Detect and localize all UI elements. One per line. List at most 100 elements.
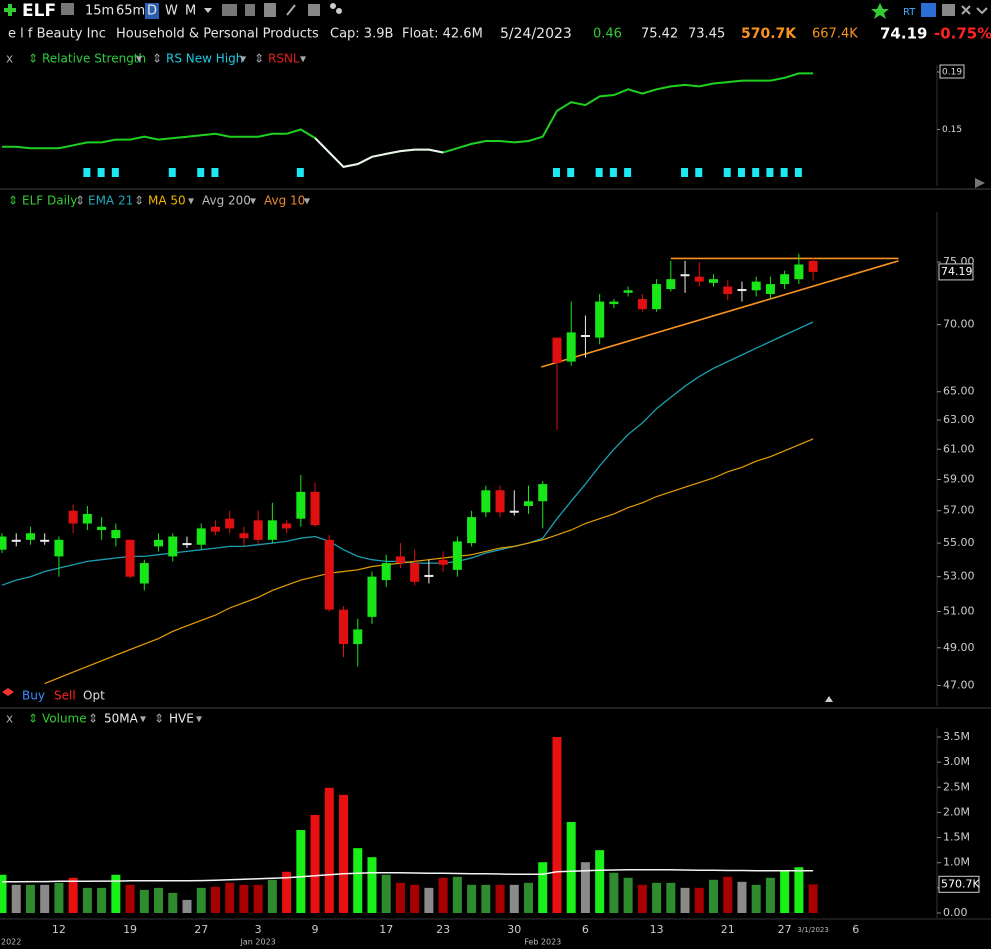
icon[interactable] bbox=[961, 5, 971, 15]
dropdown[interactable]: ▾ bbox=[188, 194, 194, 208]
rs-legend: x ⇕ Relative Strength ▾ ⇕ RS New High ▾ … bbox=[6, 52, 306, 66]
legend-entry[interactable]: MA 50 bbox=[148, 194, 186, 208]
volume-bar bbox=[168, 892, 178, 913]
reorder-icon[interactable]: ⇕ bbox=[154, 712, 164, 726]
dropdown[interactable]: ▾ bbox=[300, 52, 306, 66]
interval[interactable]: 15m bbox=[85, 4, 114, 19]
company: e l f Beauty Inc bbox=[8, 27, 106, 42]
dropdown[interactable]: ▾ bbox=[240, 52, 246, 66]
reorder-icon[interactable]: ⇕ bbox=[75, 194, 85, 208]
y-tick-label: 49.00 bbox=[943, 641, 975, 654]
close-icon[interactable]: x bbox=[6, 712, 13, 726]
legend-entry[interactable]: Volume bbox=[42, 712, 87, 726]
volume-bar bbox=[538, 862, 548, 913]
candle-body bbox=[524, 501, 534, 506]
icon[interactable] bbox=[245, 4, 255, 16]
expand-arrow[interactable] bbox=[825, 696, 833, 702]
icon[interactable] bbox=[286, 4, 296, 16]
price-legend: ⇕ ELF Daily ⇕ EMA 21 ⇕ MA 50 ▾ Avg 200 ▾… bbox=[8, 194, 310, 208]
x-tick-label: 13 bbox=[650, 923, 664, 936]
legend-entry[interactable]: ELF Daily bbox=[22, 194, 77, 208]
candle-body bbox=[652, 284, 662, 310]
reorder-icon[interactable]: ⇕ bbox=[134, 194, 144, 208]
star-icon[interactable] bbox=[871, 3, 889, 19]
legend-entry[interactable]: 50MA bbox=[104, 712, 139, 726]
candle-body bbox=[481, 490, 491, 513]
reorder-icon[interactable]: ⇕ bbox=[88, 712, 98, 726]
pct-change: -0.75% bbox=[934, 25, 991, 43]
sell-button[interactable]: Sell bbox=[54, 689, 76, 703]
interval[interactable]: M bbox=[185, 4, 196, 19]
icon[interactable] bbox=[336, 8, 342, 14]
rs-new-high-marker bbox=[567, 168, 575, 177]
volume-bar bbox=[652, 882, 662, 913]
volume-ma-line bbox=[2, 869, 814, 883]
opt-button[interactable]: Opt bbox=[83, 689, 105, 703]
interval[interactable]: 65m bbox=[116, 4, 145, 19]
icon[interactable] bbox=[921, 3, 936, 17]
candle-body bbox=[737, 289, 747, 292]
y-tick-label: 0.00 bbox=[943, 906, 968, 919]
interval[interactable]: W bbox=[165, 4, 178, 19]
high: 75.42 bbox=[641, 27, 678, 42]
candle-body bbox=[139, 563, 149, 584]
candle-body bbox=[495, 490, 505, 513]
reorder-icon[interactable]: ⇕ bbox=[28, 52, 38, 66]
buy-button[interactable]: Buy bbox=[22, 689, 45, 703]
interval[interactable]: D bbox=[147, 4, 157, 19]
reorder-icon[interactable]: ⇕ bbox=[152, 52, 162, 66]
scroll-arrow[interactable] bbox=[975, 178, 985, 188]
candle-body bbox=[296, 491, 306, 519]
legend-entry[interactable]: Avg 10 bbox=[264, 194, 305, 208]
volume-bar bbox=[737, 881, 747, 913]
icon[interactable] bbox=[308, 4, 320, 16]
icon[interactable] bbox=[942, 4, 955, 16]
order-icon[interactable] bbox=[2, 688, 14, 696]
reorder-icon[interactable]: ⇕ bbox=[28, 712, 38, 726]
candle-body bbox=[267, 520, 277, 540]
reorder-icon[interactable]: ⇕ bbox=[8, 194, 18, 208]
value-box bbox=[939, 64, 965, 79]
dropdown[interactable] bbox=[204, 8, 212, 13]
y-tick-label: 47.00 bbox=[943, 679, 975, 692]
volume-bar bbox=[97, 887, 107, 913]
reorder-icon[interactable]: ⇕ bbox=[254, 52, 264, 66]
toolbar: ELF 15m 65m D W M RT bbox=[4, 1, 988, 21]
dropdown[interactable]: ▾ bbox=[304, 194, 310, 208]
candle-body bbox=[339, 609, 349, 645]
icon[interactable] bbox=[976, 7, 988, 15]
trendline bbox=[541, 260, 899, 368]
legend-entry[interactable]: RS New High bbox=[166, 52, 243, 66]
volume-bar bbox=[709, 879, 718, 913]
x-tick-label: 30 bbox=[507, 923, 521, 936]
legend-entry[interactable]: HVE bbox=[169, 712, 194, 726]
icon[interactable] bbox=[330, 3, 336, 9]
icon[interactable] bbox=[61, 3, 74, 15]
candle-body bbox=[395, 556, 405, 564]
float: Float: 42.6M bbox=[402, 27, 483, 42]
add-icon[interactable] bbox=[4, 4, 16, 16]
legend-entry[interactable]: Relative Strength bbox=[42, 52, 146, 66]
volume-bar bbox=[424, 887, 434, 913]
volume-bar bbox=[111, 874, 121, 913]
x-tick-label: 19 bbox=[123, 923, 137, 936]
icon[interactable] bbox=[264, 3, 276, 17]
rt-icon[interactable]: RT bbox=[903, 7, 916, 18]
volume-bar bbox=[780, 870, 790, 913]
close-icon[interactable]: x bbox=[6, 52, 13, 66]
y-tick-label: 59.00 bbox=[943, 472, 975, 485]
industry: Household & Personal Products bbox=[116, 27, 319, 42]
symbol[interactable]: ELF bbox=[22, 1, 56, 21]
volume-bar bbox=[339, 794, 349, 913]
legend-entry[interactable]: RSNL bbox=[268, 52, 300, 66]
legend-entry[interactable]: Avg 200 bbox=[202, 194, 251, 208]
dropdown[interactable]: ▾ bbox=[250, 194, 256, 208]
legend-entry[interactable]: EMA 21 bbox=[88, 194, 133, 208]
dropdown[interactable]: ▾ bbox=[140, 712, 146, 726]
dropdown[interactable]: ▾ bbox=[196, 712, 202, 726]
last-volume-label: 570.7K bbox=[941, 877, 980, 890]
icon[interactable] bbox=[222, 4, 237, 16]
dropdown[interactable]: ▾ bbox=[136, 52, 142, 66]
volume-bar bbox=[410, 884, 420, 913]
